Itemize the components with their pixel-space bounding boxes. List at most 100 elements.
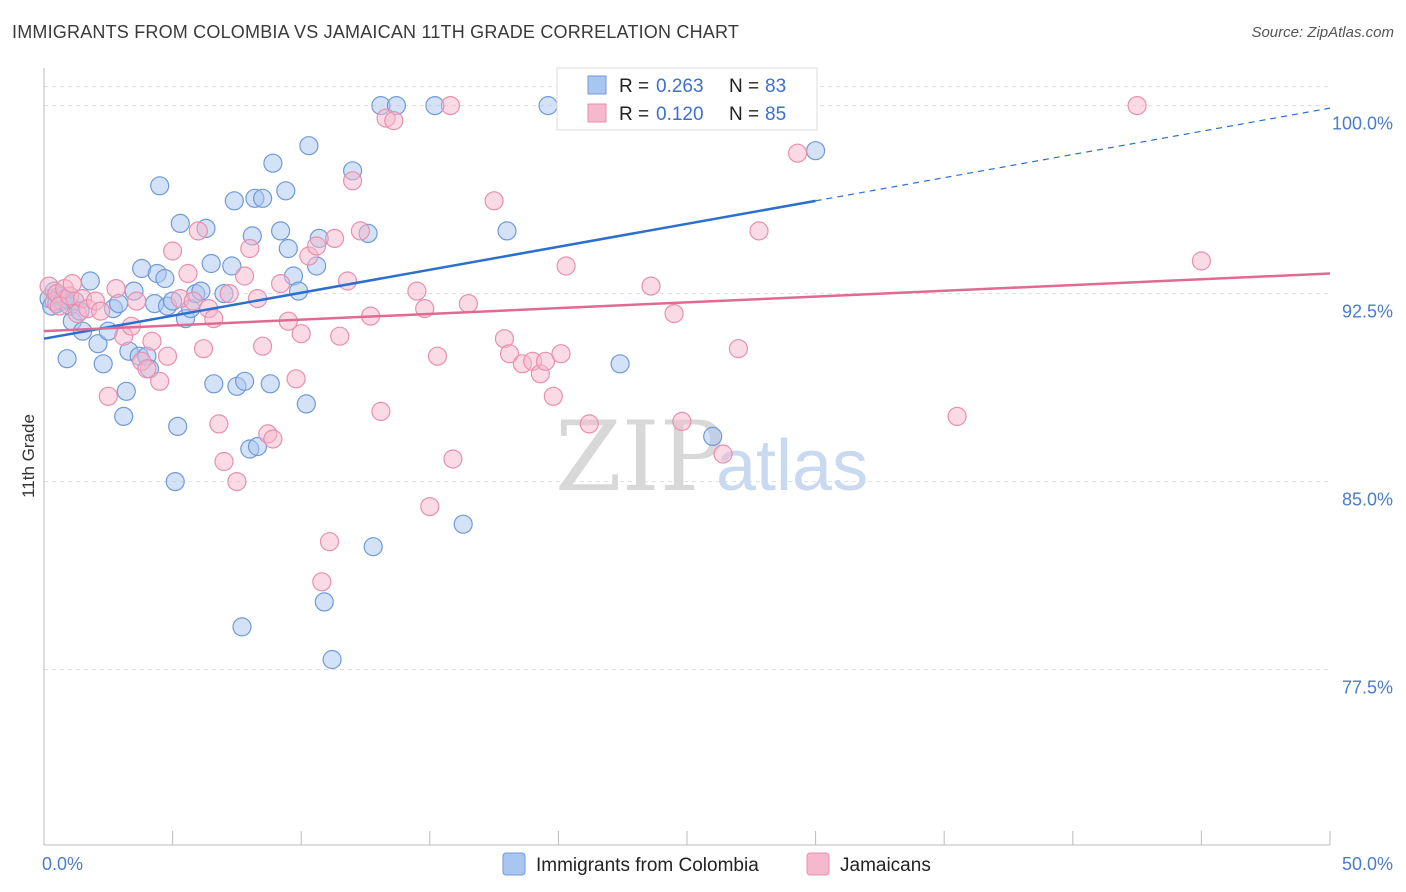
point-jamaicans[interactable] — [193, 339, 214, 359]
point-jamaicans[interactable] — [484, 191, 504, 211]
point-jamaicans[interactable] — [384, 110, 404, 131]
point-jamaicans[interactable] — [371, 401, 391, 421]
point-jamaicans[interactable] — [227, 472, 247, 492]
point-jamaicans[interactable] — [337, 271, 358, 291]
point-colombia[interactable] — [155, 268, 175, 289]
point-jamaicans[interactable] — [137, 359, 157, 379]
point-jamaicans[interactable] — [551, 344, 571, 364]
point-jamaicans[interactable] — [543, 386, 563, 406]
point-colombia[interactable] — [80, 271, 100, 291]
y-tick-label: 77.5% — [1342, 678, 1393, 698]
point-jamaicans[interactable] — [499, 344, 520, 364]
point-jamaicans[interactable] — [1127, 95, 1147, 116]
point-colombia[interactable] — [610, 354, 630, 374]
point-colombia[interactable] — [263, 153, 283, 173]
point-colombia[interactable] — [165, 472, 185, 492]
point-colombia[interactable] — [116, 381, 136, 401]
point-jamaicans[interactable] — [713, 444, 733, 464]
point-jamaicans[interactable] — [106, 279, 126, 299]
point-jamaicans[interactable] — [458, 294, 478, 314]
point-jamaicans[interactable] — [641, 276, 661, 296]
point-jamaicans[interactable] — [219, 284, 239, 304]
point-colombia[interactable] — [88, 334, 108, 354]
point-jamaicans[interactable] — [150, 371, 170, 391]
point-jamaicans[interactable] — [291, 324, 311, 344]
point-colombia[interactable] — [114, 406, 134, 426]
point-colombia[interactable] — [363, 537, 383, 557]
point-jamaicans[interactable] — [209, 414, 229, 434]
point-jamaicans[interactable] — [178, 263, 198, 284]
point-colombia[interactable] — [247, 436, 268, 457]
point-jamaicans[interactable] — [307, 236, 327, 256]
point-jamaicans[interactable] — [947, 406, 967, 426]
point-colombia[interactable] — [235, 371, 255, 391]
point-jamaicans[interactable] — [183, 291, 203, 311]
point-colombia[interactable] — [232, 617, 252, 637]
point-colombia[interactable] — [224, 191, 244, 211]
point-colombia[interactable] — [538, 95, 558, 116]
point-jamaicans[interactable] — [1191, 251, 1212, 271]
point-colombia[interactable] — [278, 238, 298, 259]
point-jamaicans[interactable] — [325, 228, 345, 248]
point-jamaicans[interactable] — [443, 449, 463, 469]
legend-label-colombia[interactable]: Immigrants from Colombia — [536, 855, 759, 876]
point-jamaicans[interactable] — [286, 369, 306, 389]
point-colombia[interactable] — [805, 141, 826, 161]
point-colombia[interactable] — [703, 426, 723, 446]
point-jamaicans[interactable] — [787, 143, 808, 163]
point-jamaicans[interactable] — [188, 221, 208, 241]
point-colombia[interactable] — [276, 181, 296, 201]
point-jamaicans[interactable] — [253, 336, 273, 356]
series-legend: Immigrants from Colombia Jamaicans — [502, 852, 931, 876]
point-jamaicans[interactable] — [98, 386, 118, 406]
point-jamaicans[interactable] — [90, 301, 111, 321]
point-jamaicans[interactable] — [749, 221, 769, 241]
point-jamaicans[interactable] — [579, 414, 599, 434]
point-colombia[interactable] — [296, 394, 316, 414]
point-jamaicans[interactable] — [214, 451, 234, 472]
point-jamaicans[interactable] — [672, 411, 692, 431]
point-colombia[interactable] — [453, 514, 473, 534]
point-colombia[interactable] — [299, 136, 319, 156]
point-jamaicans[interactable] — [163, 241, 183, 261]
point-colombia[interactable] — [253, 188, 273, 208]
point-jamaicans[interactable] — [330, 326, 350, 346]
point-jamaicans[interactable] — [319, 532, 340, 552]
point-colombia[interactable] — [222, 256, 242, 276]
point-jamaicans[interactable] — [127, 291, 147, 311]
point-colombia[interactable] — [57, 349, 77, 369]
point-jamaicans[interactable] — [343, 171, 363, 191]
point-jamaicans[interactable] — [235, 266, 255, 286]
point-jamaicans[interactable] — [427, 346, 448, 366]
legend-swatch-jamaicans[interactable] — [806, 852, 830, 876]
point-jamaicans[interactable] — [407, 281, 427, 301]
point-colombia[interactable] — [93, 354, 113, 374]
legend-swatch-colombia[interactable] — [502, 852, 526, 876]
point-jamaicans[interactable] — [271, 274, 291, 294]
point-jamaicans[interactable] — [664, 304, 684, 324]
point-colombia[interactable] — [271, 221, 291, 241]
point-colombia[interactable] — [314, 592, 334, 612]
point-colombia[interactable] — [170, 213, 190, 233]
point-colombia[interactable] — [150, 176, 170, 196]
point-jamaicans[interactable] — [312, 572, 332, 592]
point-jamaicans[interactable] — [240, 238, 260, 259]
point-colombia[interactable] — [201, 253, 221, 274]
point-jamaicans[interactable] — [157, 346, 178, 366]
point-jamaicans[interactable] — [62, 274, 82, 294]
y-tick-label: 85.0% — [1342, 490, 1393, 510]
point-colombia[interactable] — [168, 416, 188, 436]
point-jamaicans[interactable] — [440, 95, 460, 116]
point-colombia[interactable] — [260, 374, 280, 394]
point-jamaicans[interactable] — [420, 497, 440, 517]
legend-label-jamaicans[interactable]: Jamaicans — [840, 855, 931, 876]
point-colombia[interactable] — [497, 221, 517, 241]
point-jamaicans[interactable] — [556, 256, 576, 276]
point-jamaicans[interactable] — [535, 351, 556, 371]
point-colombia[interactable] — [322, 649, 342, 670]
point-colombia[interactable] — [204, 374, 224, 394]
point-jamaicans[interactable] — [263, 429, 283, 449]
point-jamaicans[interactable] — [728, 339, 749, 359]
point-jamaicans[interactable] — [142, 331, 162, 351]
point-jamaicans[interactable] — [350, 221, 370, 241]
